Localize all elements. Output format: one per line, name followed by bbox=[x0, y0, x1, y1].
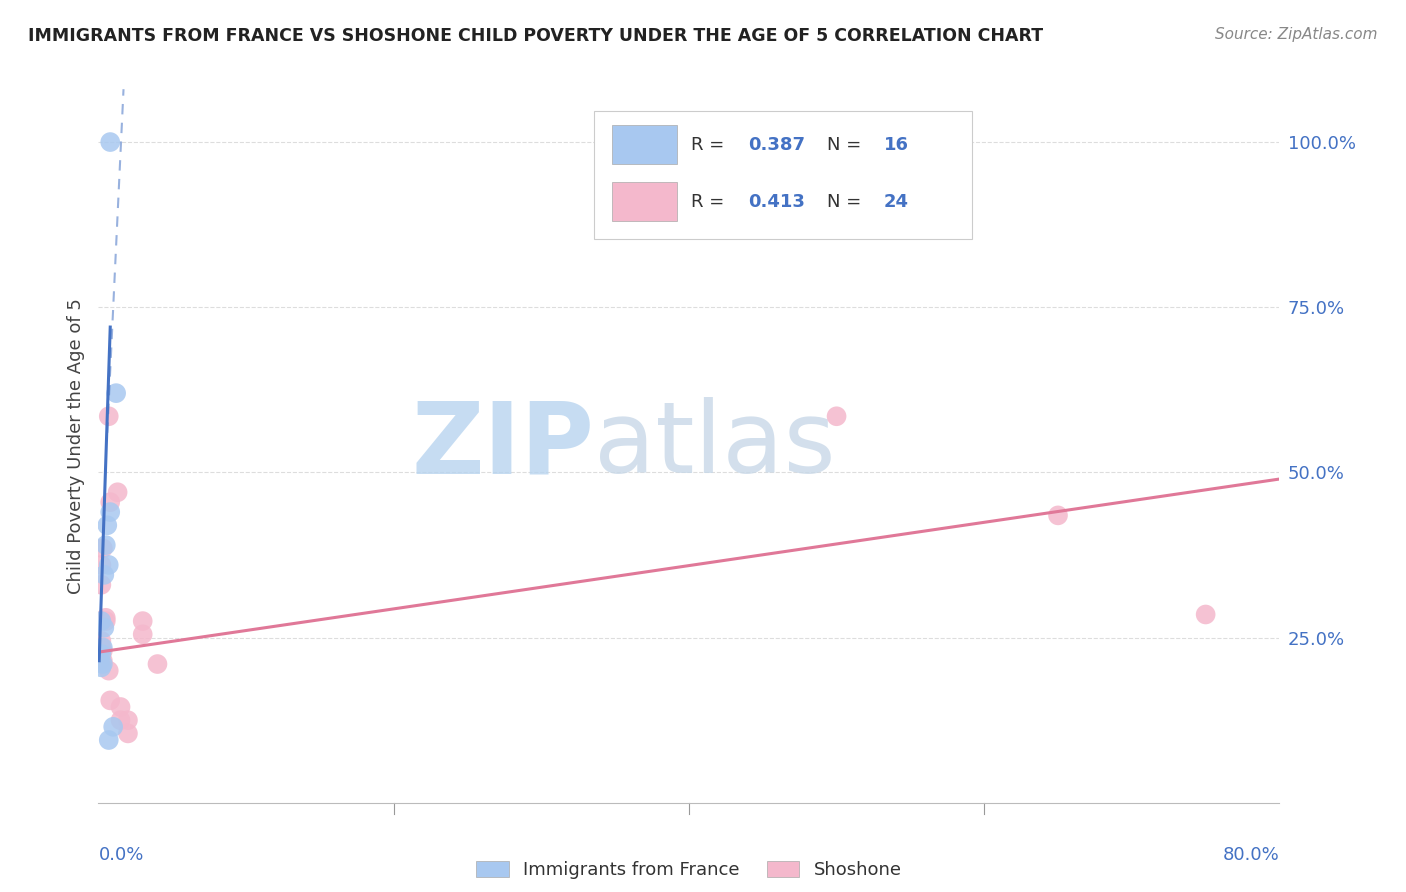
Point bbox=[103, 720, 125, 734]
Point bbox=[117, 713, 139, 727]
Point bbox=[105, 386, 128, 401]
Point bbox=[825, 409, 848, 424]
Point bbox=[89, 654, 111, 668]
Point bbox=[94, 614, 117, 628]
Point bbox=[98, 693, 121, 707]
Text: 0.387: 0.387 bbox=[748, 136, 806, 153]
Text: Source: ZipAtlas.com: Source: ZipAtlas.com bbox=[1215, 27, 1378, 42]
Point bbox=[90, 578, 112, 592]
Point bbox=[1195, 607, 1218, 622]
Text: 80.0%: 80.0% bbox=[1223, 846, 1279, 863]
Point bbox=[98, 135, 121, 149]
Text: 24: 24 bbox=[884, 193, 908, 211]
Text: atlas: atlas bbox=[595, 398, 837, 494]
Point bbox=[97, 733, 120, 747]
Point bbox=[90, 614, 112, 628]
Text: 0.413: 0.413 bbox=[748, 193, 804, 211]
Point bbox=[94, 538, 117, 552]
Point bbox=[93, 567, 115, 582]
Point bbox=[90, 634, 112, 648]
Point bbox=[91, 644, 114, 658]
Point bbox=[96, 518, 118, 533]
Point bbox=[1046, 508, 1070, 523]
Text: 16: 16 bbox=[884, 136, 908, 153]
Y-axis label: Child Poverty Under the Age of 5: Child Poverty Under the Age of 5 bbox=[66, 298, 84, 594]
Text: N =: N = bbox=[827, 136, 868, 153]
Legend: Immigrants from France, Shoshone: Immigrants from France, Shoshone bbox=[470, 854, 908, 887]
Text: ZIP: ZIP bbox=[412, 398, 595, 494]
Point bbox=[94, 611, 117, 625]
Point bbox=[117, 726, 139, 740]
Point bbox=[91, 640, 114, 655]
Point bbox=[90, 660, 112, 674]
Point bbox=[90, 647, 112, 661]
Point bbox=[91, 541, 114, 556]
Point bbox=[132, 614, 155, 628]
Point bbox=[132, 627, 155, 641]
Point bbox=[97, 664, 120, 678]
Point bbox=[98, 495, 121, 509]
Point bbox=[110, 700, 132, 714]
Point bbox=[93, 621, 115, 635]
Point bbox=[97, 409, 120, 424]
FancyBboxPatch shape bbox=[612, 125, 678, 164]
Text: 0.0%: 0.0% bbox=[98, 846, 143, 863]
Point bbox=[97, 558, 120, 572]
Point bbox=[90, 558, 112, 572]
Point bbox=[107, 485, 129, 500]
Point bbox=[91, 654, 114, 668]
Point bbox=[146, 657, 169, 671]
Point bbox=[91, 657, 114, 671]
FancyBboxPatch shape bbox=[612, 182, 678, 221]
Point bbox=[98, 505, 121, 519]
FancyBboxPatch shape bbox=[595, 111, 973, 239]
Text: N =: N = bbox=[827, 193, 868, 211]
Text: R =: R = bbox=[692, 136, 730, 153]
Text: IMMIGRANTS FROM FRANCE VS SHOSHONE CHILD POVERTY UNDER THE AGE OF 5 CORRELATION : IMMIGRANTS FROM FRANCE VS SHOSHONE CHILD… bbox=[28, 27, 1043, 45]
Point bbox=[110, 713, 132, 727]
Point bbox=[90, 640, 112, 655]
Text: R =: R = bbox=[692, 193, 730, 211]
